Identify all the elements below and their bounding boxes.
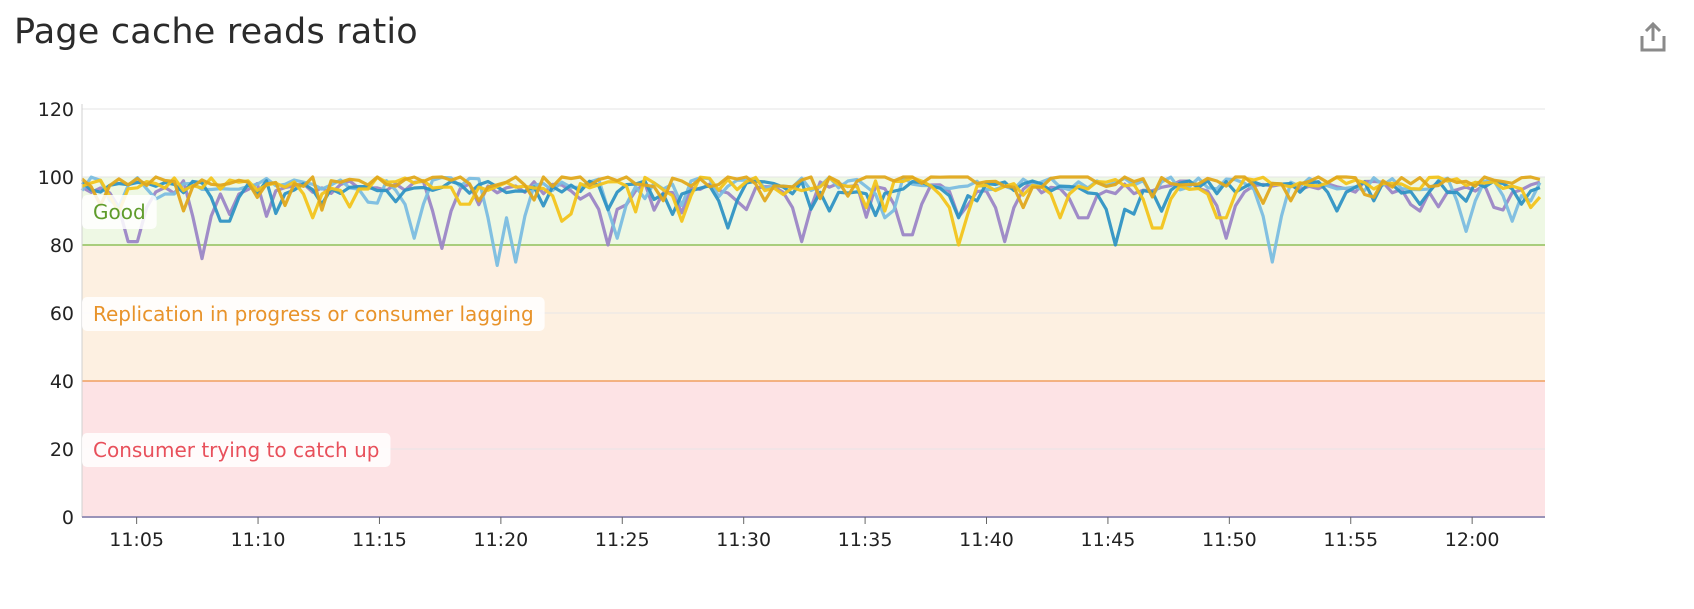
page-title: Page cache reads ratio (14, 12, 418, 52)
y-tick-label: 20 (50, 439, 74, 461)
y-tick-label: 100 (38, 167, 74, 189)
export-button[interactable] (1636, 20, 1670, 54)
axes: 0 20 40 60 80 100 120 11:05 11:10 11:15 11:20 11:25… (38, 99, 1545, 551)
x-tick-label: 11:25 (595, 529, 650, 551)
y-tick-label: 60 (50, 303, 74, 325)
y-tick-label: 0 (62, 507, 74, 529)
series-lines (80, 175, 1542, 267)
x-tick-label: 11:50 (1202, 529, 1257, 551)
band-labels: Good Replication in progress or consumer … (82, 195, 545, 467)
x-tick-label: 11:35 (838, 529, 893, 551)
y-tick-label: 40 (50, 371, 74, 393)
band-label-box (82, 195, 157, 229)
share-export-icon (1640, 21, 1666, 52)
x-tick-label: 11:10 (231, 529, 286, 551)
x-tick-label: 11:20 (473, 529, 528, 551)
series-line (81, 175, 1542, 247)
band-label-text: Good (93, 200, 146, 224)
y-tick-label: 120 (38, 99, 74, 121)
x-tick-label: 11:05 (109, 529, 164, 551)
x-tick-label: 11:30 (716, 529, 771, 551)
band-label-text: Replication in progress or consumer lagg… (93, 302, 534, 326)
series-line (80, 175, 1541, 213)
band-label-box (82, 297, 545, 331)
x-tick-label: 11:55 (1323, 529, 1378, 551)
band-label-text: Consumer trying to catch up (93, 438, 379, 462)
x-tick-label: 11:15 (352, 529, 407, 551)
y-tick-label: 80 (50, 235, 74, 257)
x-tick-label: 11:45 (1081, 529, 1136, 551)
band-label-box (82, 433, 391, 467)
x-tick-label: 11:40 (959, 529, 1014, 551)
x-tick-label: 12:00 (1445, 529, 1500, 551)
